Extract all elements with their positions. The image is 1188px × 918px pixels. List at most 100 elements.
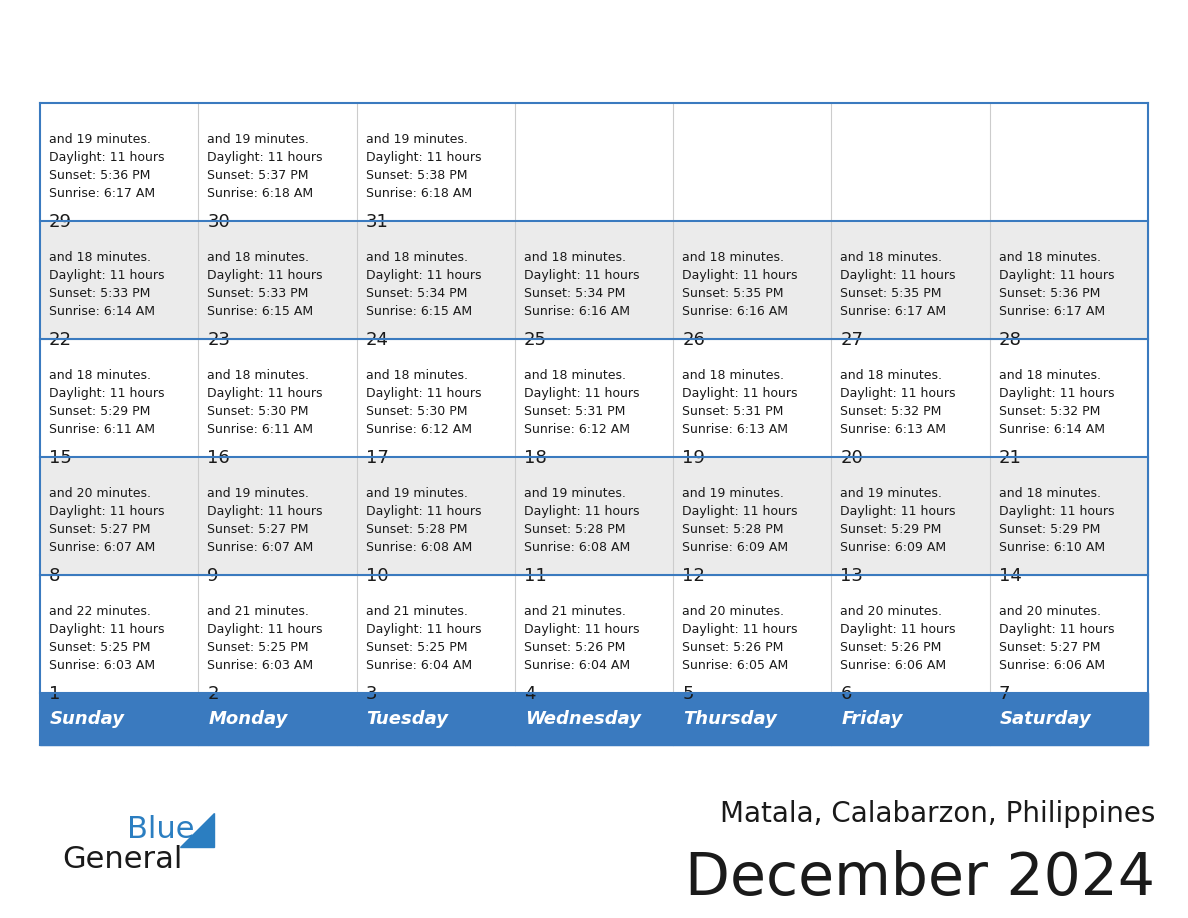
- Text: and 19 minutes.: and 19 minutes.: [366, 133, 467, 146]
- Text: Sunrise: 6:16 AM: Sunrise: 6:16 AM: [524, 305, 630, 318]
- Text: Sunrise: 6:13 AM: Sunrise: 6:13 AM: [682, 423, 788, 436]
- Text: 19: 19: [682, 449, 704, 467]
- Text: Daylight: 11 hours: Daylight: 11 hours: [366, 623, 481, 636]
- Text: Sunset: 5:26 PM: Sunset: 5:26 PM: [840, 641, 942, 654]
- Text: Daylight: 11 hours: Daylight: 11 hours: [840, 387, 956, 400]
- Text: Sunrise: 6:12 AM: Sunrise: 6:12 AM: [524, 423, 630, 436]
- Text: 30: 30: [207, 213, 230, 231]
- Text: 8: 8: [49, 567, 61, 585]
- Text: and 18 minutes.: and 18 minutes.: [682, 251, 784, 264]
- Text: Sunrise: 6:06 AM: Sunrise: 6:06 AM: [999, 659, 1105, 672]
- Text: and 18 minutes.: and 18 minutes.: [524, 251, 626, 264]
- Text: Sunset: 5:25 PM: Sunset: 5:25 PM: [207, 641, 309, 654]
- Text: and 19 minutes.: and 19 minutes.: [682, 487, 784, 500]
- Text: 12: 12: [682, 567, 704, 585]
- Text: Sunrise: 6:09 AM: Sunrise: 6:09 AM: [840, 541, 947, 554]
- Text: Sunrise: 6:17 AM: Sunrise: 6:17 AM: [49, 187, 156, 200]
- Text: Sunset: 5:26 PM: Sunset: 5:26 PM: [524, 641, 625, 654]
- Text: and 19 minutes.: and 19 minutes.: [207, 133, 309, 146]
- Text: and 18 minutes.: and 18 minutes.: [999, 251, 1101, 264]
- Text: 16: 16: [207, 449, 230, 467]
- Text: Sunrise: 6:11 AM: Sunrise: 6:11 AM: [207, 423, 314, 436]
- Text: 6: 6: [840, 685, 852, 703]
- Text: and 18 minutes.: and 18 minutes.: [840, 369, 942, 382]
- Text: Sunrise: 6:06 AM: Sunrise: 6:06 AM: [840, 659, 947, 672]
- Bar: [356, 693, 514, 745]
- Text: and 19 minutes.: and 19 minutes.: [207, 487, 309, 500]
- Text: Daylight: 11 hours: Daylight: 11 hours: [524, 387, 639, 400]
- Text: Sunset: 5:28 PM: Sunset: 5:28 PM: [524, 523, 625, 536]
- Text: and 18 minutes.: and 18 minutes.: [682, 369, 784, 382]
- Text: December 2024: December 2024: [685, 850, 1155, 907]
- Text: Sunset: 5:36 PM: Sunset: 5:36 PM: [49, 169, 151, 182]
- Text: Sunrise: 6:07 AM: Sunrise: 6:07 AM: [49, 541, 156, 554]
- Text: Daylight: 11 hours: Daylight: 11 hours: [840, 269, 956, 282]
- Text: 25: 25: [524, 331, 546, 349]
- Text: Daylight: 11 hours: Daylight: 11 hours: [366, 151, 481, 164]
- Polygon shape: [181, 813, 214, 847]
- Text: Matala, Calabarzon, Philippines: Matala, Calabarzon, Philippines: [720, 800, 1155, 828]
- Text: Sunrise: 6:17 AM: Sunrise: 6:17 AM: [999, 305, 1105, 318]
- Bar: [674, 693, 832, 745]
- Text: and 20 minutes.: and 20 minutes.: [49, 487, 151, 500]
- Text: Blue: Blue: [127, 815, 195, 844]
- Text: 10: 10: [366, 567, 388, 585]
- Text: Sunset: 5:32 PM: Sunset: 5:32 PM: [999, 405, 1100, 418]
- Text: Sunset: 5:28 PM: Sunset: 5:28 PM: [366, 523, 467, 536]
- Bar: [832, 693, 990, 745]
- Text: Sunset: 5:37 PM: Sunset: 5:37 PM: [207, 169, 309, 182]
- Text: Daylight: 11 hours: Daylight: 11 hours: [207, 505, 323, 518]
- Text: Sunset: 5:25 PM: Sunset: 5:25 PM: [49, 641, 151, 654]
- Text: 22: 22: [49, 331, 72, 349]
- Text: and 19 minutes.: and 19 minutes.: [840, 487, 942, 500]
- Text: Sunrise: 6:08 AM: Sunrise: 6:08 AM: [366, 541, 472, 554]
- Text: Daylight: 11 hours: Daylight: 11 hours: [366, 387, 481, 400]
- Text: Sunrise: 6:05 AM: Sunrise: 6:05 AM: [682, 659, 789, 672]
- Text: and 22 minutes.: and 22 minutes.: [49, 605, 151, 618]
- Text: 18: 18: [524, 449, 546, 467]
- Text: Daylight: 11 hours: Daylight: 11 hours: [999, 505, 1114, 518]
- Text: Daylight: 11 hours: Daylight: 11 hours: [524, 623, 639, 636]
- Text: Sunset: 5:29 PM: Sunset: 5:29 PM: [999, 523, 1100, 536]
- Text: Sunset: 5:25 PM: Sunset: 5:25 PM: [366, 641, 467, 654]
- Text: Sunrise: 6:18 AM: Sunrise: 6:18 AM: [366, 187, 472, 200]
- Bar: [40, 575, 1148, 693]
- Text: and 18 minutes.: and 18 minutes.: [999, 487, 1101, 500]
- Text: and 21 minutes.: and 21 minutes.: [207, 605, 309, 618]
- Text: and 18 minutes.: and 18 minutes.: [49, 369, 151, 382]
- Text: 13: 13: [840, 567, 864, 585]
- Text: 5: 5: [682, 685, 694, 703]
- Bar: [40, 221, 1148, 339]
- Text: Sunrise: 6:03 AM: Sunrise: 6:03 AM: [207, 659, 314, 672]
- Text: and 19 minutes.: and 19 minutes.: [524, 487, 626, 500]
- Text: Daylight: 11 hours: Daylight: 11 hours: [207, 151, 323, 164]
- Text: and 18 minutes.: and 18 minutes.: [366, 369, 468, 382]
- Text: Sunrise: 6:15 AM: Sunrise: 6:15 AM: [366, 305, 472, 318]
- Text: Sunrise: 6:08 AM: Sunrise: 6:08 AM: [524, 541, 630, 554]
- Text: Sunset: 5:34 PM: Sunset: 5:34 PM: [366, 287, 467, 300]
- Text: Wednesday: Wednesday: [525, 710, 640, 728]
- Text: Sunrise: 6:04 AM: Sunrise: 6:04 AM: [524, 659, 630, 672]
- Text: Friday: Friday: [841, 710, 903, 728]
- Text: 7: 7: [999, 685, 1010, 703]
- Text: Saturday: Saturday: [1000, 710, 1092, 728]
- Text: 23: 23: [207, 331, 230, 349]
- Text: Sunrise: 6:14 AM: Sunrise: 6:14 AM: [49, 305, 154, 318]
- Text: Sunset: 5:29 PM: Sunset: 5:29 PM: [840, 523, 942, 536]
- Text: Daylight: 11 hours: Daylight: 11 hours: [49, 623, 164, 636]
- Text: 15: 15: [49, 449, 72, 467]
- Text: Sunset: 5:31 PM: Sunset: 5:31 PM: [524, 405, 625, 418]
- Text: 20: 20: [840, 449, 864, 467]
- Text: 3: 3: [366, 685, 377, 703]
- Text: Sunset: 5:29 PM: Sunset: 5:29 PM: [49, 405, 151, 418]
- Text: and 18 minutes.: and 18 minutes.: [207, 369, 309, 382]
- Text: General: General: [62, 845, 183, 874]
- Text: 4: 4: [524, 685, 536, 703]
- Bar: [198, 693, 356, 745]
- Text: Daylight: 11 hours: Daylight: 11 hours: [207, 623, 323, 636]
- Bar: [40, 693, 198, 745]
- Text: Daylight: 11 hours: Daylight: 11 hours: [999, 387, 1114, 400]
- Text: and 18 minutes.: and 18 minutes.: [207, 251, 309, 264]
- Bar: [514, 693, 674, 745]
- Text: 9: 9: [207, 567, 219, 585]
